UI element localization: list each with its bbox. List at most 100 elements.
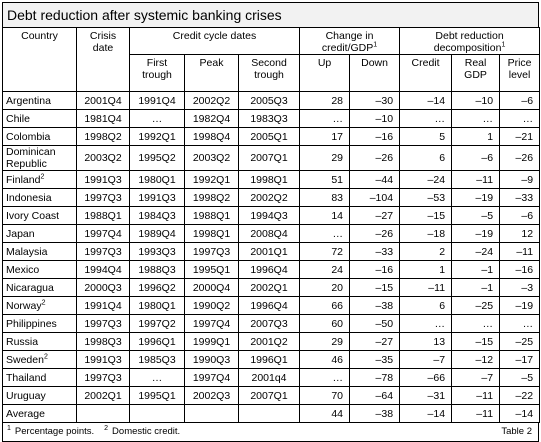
date-text: 1995Q2 — [138, 152, 176, 164]
date-cell: 1981Q4 — [76, 109, 130, 128]
value-text: –26 — [515, 152, 534, 164]
value-text: … — [522, 112, 534, 125]
value-text: 5 — [439, 130, 446, 143]
value-cell: –66 — [399, 368, 453, 387]
value-text: 24 — [331, 263, 344, 276]
date-cell: 1995Q2 — [129, 145, 185, 171]
date-cell: 2007Q1 — [237, 386, 301, 405]
country-name: Uruguay — [6, 389, 46, 402]
country-name: Sweden — [6, 353, 44, 366]
date-cell: 2005Q3 — [237, 91, 301, 110]
value-text: –50 — [375, 317, 394, 330]
date-cell: 1994Q4 — [76, 260, 130, 279]
date-cell: 1996Q1 — [237, 350, 301, 369]
date-text: 1991Q3 — [84, 173, 122, 186]
date-cell: 1989Q4 — [129, 224, 185, 243]
value-text: –31 — [427, 389, 446, 402]
footnote-marker: 2 — [40, 173, 45, 180]
value-text: … — [482, 112, 494, 125]
date-text: 1991Q4 — [138, 94, 176, 107]
value-cell: –6 — [499, 91, 541, 110]
value-cell: –7 — [399, 350, 453, 369]
date-text: 1996Q4 — [250, 263, 288, 276]
value-text: –12 — [475, 353, 494, 366]
value-cell: –10 — [349, 109, 401, 128]
value-cell: 6 — [399, 296, 453, 315]
country-name: Philippines — [6, 317, 57, 330]
date-cell: 2002Q1 — [76, 386, 130, 405]
date-text: 2005Q3 — [250, 94, 288, 107]
value-text: –27 — [375, 335, 394, 348]
date-cell: 1994Q3 — [237, 206, 301, 225]
value-cell: … — [299, 109, 351, 128]
value-cell: 13 — [399, 332, 453, 351]
table-row: Mexico 1994Q4 1988Q3 1995Q1 1996Q4 24 –16 1 –1 –1… — [2, 260, 541, 279]
value-cell: 12 — [499, 224, 541, 243]
date-text: 1996Q1 — [250, 353, 288, 366]
date-text: 1988Q1 — [192, 209, 231, 222]
table-row: Russia 1998Q3 1996Q1 1999Q1 2001Q2 29 –27 13 –15… — [2, 332, 541, 351]
value-cell: 1 — [399, 260, 453, 279]
value-text: –1 — [481, 263, 494, 276]
date-text: 2001Q2 — [250, 335, 288, 348]
value-cell: –5 — [499, 368, 541, 387]
date-cell: 1988Q1 — [184, 206, 239, 225]
footnote-marker: 1 — [501, 41, 506, 49]
date-text: 1998Q2 — [84, 130, 122, 143]
value-cell: –38 — [349, 404, 401, 423]
date-text: 1998Q1 — [250, 173, 288, 186]
date-text: 2005Q1 — [250, 130, 288, 143]
value-cell: 72 — [299, 242, 351, 261]
date-text: 1997Q4 — [84, 227, 122, 240]
value-cell: … — [451, 314, 501, 333]
value-cell: 83 — [299, 188, 351, 207]
value-text: 51 — [331, 173, 344, 186]
date-cell: 2000Q3 — [76, 278, 130, 297]
value-cell: –104 — [349, 188, 401, 207]
date-text: 2008Q4 — [250, 227, 288, 240]
header-text: Peak — [199, 57, 224, 69]
value-cell: 44 — [299, 404, 351, 423]
value-text: –6 — [481, 152, 494, 164]
date-text: 2002Q1 — [250, 281, 288, 294]
country-cell: Russia — [2, 332, 77, 351]
value-cell: 28 — [299, 91, 351, 110]
value-text: –30 — [375, 94, 394, 107]
country-cell: Mexico — [2, 260, 77, 279]
date-cell: … — [129, 109, 185, 128]
value-cell: –15 — [451, 332, 501, 351]
footnote-marker: 1 — [373, 41, 378, 49]
date-cell: 1998Q2 — [76, 127, 130, 146]
value-text: –5 — [481, 209, 494, 222]
date-text: 1980Q1 — [138, 173, 176, 186]
value-text: –15 — [427, 209, 446, 222]
table-row: Japan 1997Q4 1989Q4 1998Q1 2008Q4 … –26 –18 –19 1… — [2, 224, 541, 243]
value-text: –26 — [375, 227, 394, 240]
date-cell: 1997Q2 — [129, 314, 185, 333]
table-row: Colombia 1998Q2 1992Q1 1998Q4 2005Q1 17 –16 5 1 –… — [2, 127, 541, 146]
footnote-marker: 2 — [41, 299, 46, 306]
date-cell: 1988Q3 — [129, 260, 185, 279]
date-cell: 1999Q1 — [184, 332, 239, 351]
value-text: –38 — [375, 407, 394, 420]
header-cell: Up — [299, 54, 351, 92]
date-text: 1991Q3 — [138, 191, 176, 204]
value-text: –14 — [427, 94, 446, 107]
table-row: Uruguay 2002Q1 1995Q1 2002Q3 2007Q1 70 –64 –31 –… — [2, 386, 541, 405]
header-text: Second trough — [251, 57, 287, 81]
table-row: Indonesia 1997Q3 1991Q3 1998Q2 2002Q2 83 –104 –… — [2, 188, 541, 207]
country-cell: Chile — [2, 109, 77, 128]
country-name: Japan — [6, 227, 35, 240]
date-cell — [129, 404, 185, 423]
header-text: Crisis date — [89, 30, 117, 54]
value-cell: … — [299, 368, 351, 387]
value-cell: 51 — [299, 170, 351, 189]
footnote-marker: 2 — [104, 424, 109, 432]
value-cell: –11 — [499, 242, 541, 261]
date-cell: 1991Q4 — [76, 296, 130, 315]
value-text: … — [434, 317, 446, 330]
table-label: Table 2 — [501, 426, 532, 437]
value-text: –14 — [427, 407, 446, 420]
value-cell: –25 — [451, 296, 501, 315]
country-cell: Indonesia — [2, 188, 77, 207]
